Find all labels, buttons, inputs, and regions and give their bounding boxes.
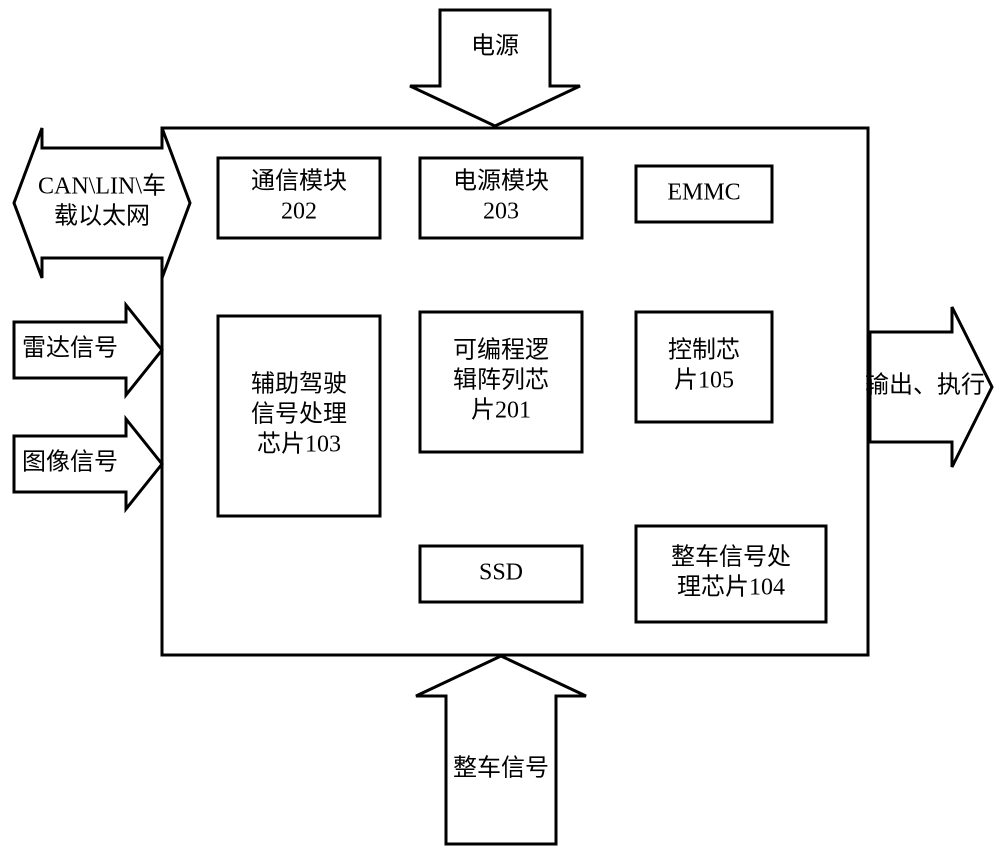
svg-text:雷达信号: 雷达信号: [22, 335, 118, 362]
svg-text:整车信号处: 整车信号处: [671, 544, 791, 571]
arrow-power_in: 电源: [410, 10, 580, 126]
arrow-output: 输出、执行: [865, 307, 992, 467]
node-ssd: SSD: [420, 546, 582, 602]
svg-text:整车信号: 整车信号: [453, 755, 549, 782]
svg-text:芯片103: 芯片103: [257, 431, 341, 458]
svg-text:信号处理: 信号处理: [251, 401, 347, 428]
node-fpga: 可编程逻辑阵列芯片201: [420, 312, 582, 452]
node-vehicle: 整车信号处理芯片104: [636, 526, 826, 622]
node-power: 电源模块 203: [420, 158, 582, 238]
arrow-radar: 雷达信号: [14, 305, 162, 395]
svg-text:控制芯: 控制芯: [668, 337, 740, 364]
svg-text:理芯片104: 理芯片104: [677, 574, 785, 601]
svg-text:EMMC: EMMC: [667, 180, 740, 206]
svg-text:电源: 电源: [471, 33, 519, 60]
node-ctrl: 控制芯片105: [636, 312, 772, 422]
svg-text:片201: 片201: [471, 397, 531, 424]
arrow-can: CAN\LIN\车载以太网: [14, 128, 190, 278]
svg-text:203: 203: [483, 199, 519, 225]
arrow-image: 图像信号: [14, 419, 162, 509]
svg-text:图像信号: 图像信号: [22, 449, 118, 476]
svg-text:CAN\LIN\车: CAN\LIN\车: [38, 173, 166, 200]
svg-text:片105: 片105: [674, 367, 734, 394]
svg-text:通信模块: 通信模块: [251, 168, 347, 195]
node-adas: 辅助驾驶信号处理芯片103: [218, 316, 380, 516]
svg-text:SSD: SSD: [479, 560, 523, 586]
svg-text:辅助驾驶: 辅助驾驶: [251, 371, 347, 398]
svg-text:可编程逻: 可编程逻: [453, 337, 549, 364]
svg-text:电源模块: 电源模块: [453, 168, 549, 195]
svg-text:辑阵列芯: 辑阵列芯: [453, 367, 549, 394]
svg-text:输出、执行: 输出、执行: [865, 372, 985, 399]
svg-text:202: 202: [281, 199, 317, 225]
svg-text:载以太网: 载以太网: [54, 203, 150, 230]
node-comm: 通信模块 202: [218, 158, 380, 238]
arrow-vehicle_sig: 整车信号: [416, 656, 586, 844]
node-emmc: EMMC: [636, 166, 772, 222]
